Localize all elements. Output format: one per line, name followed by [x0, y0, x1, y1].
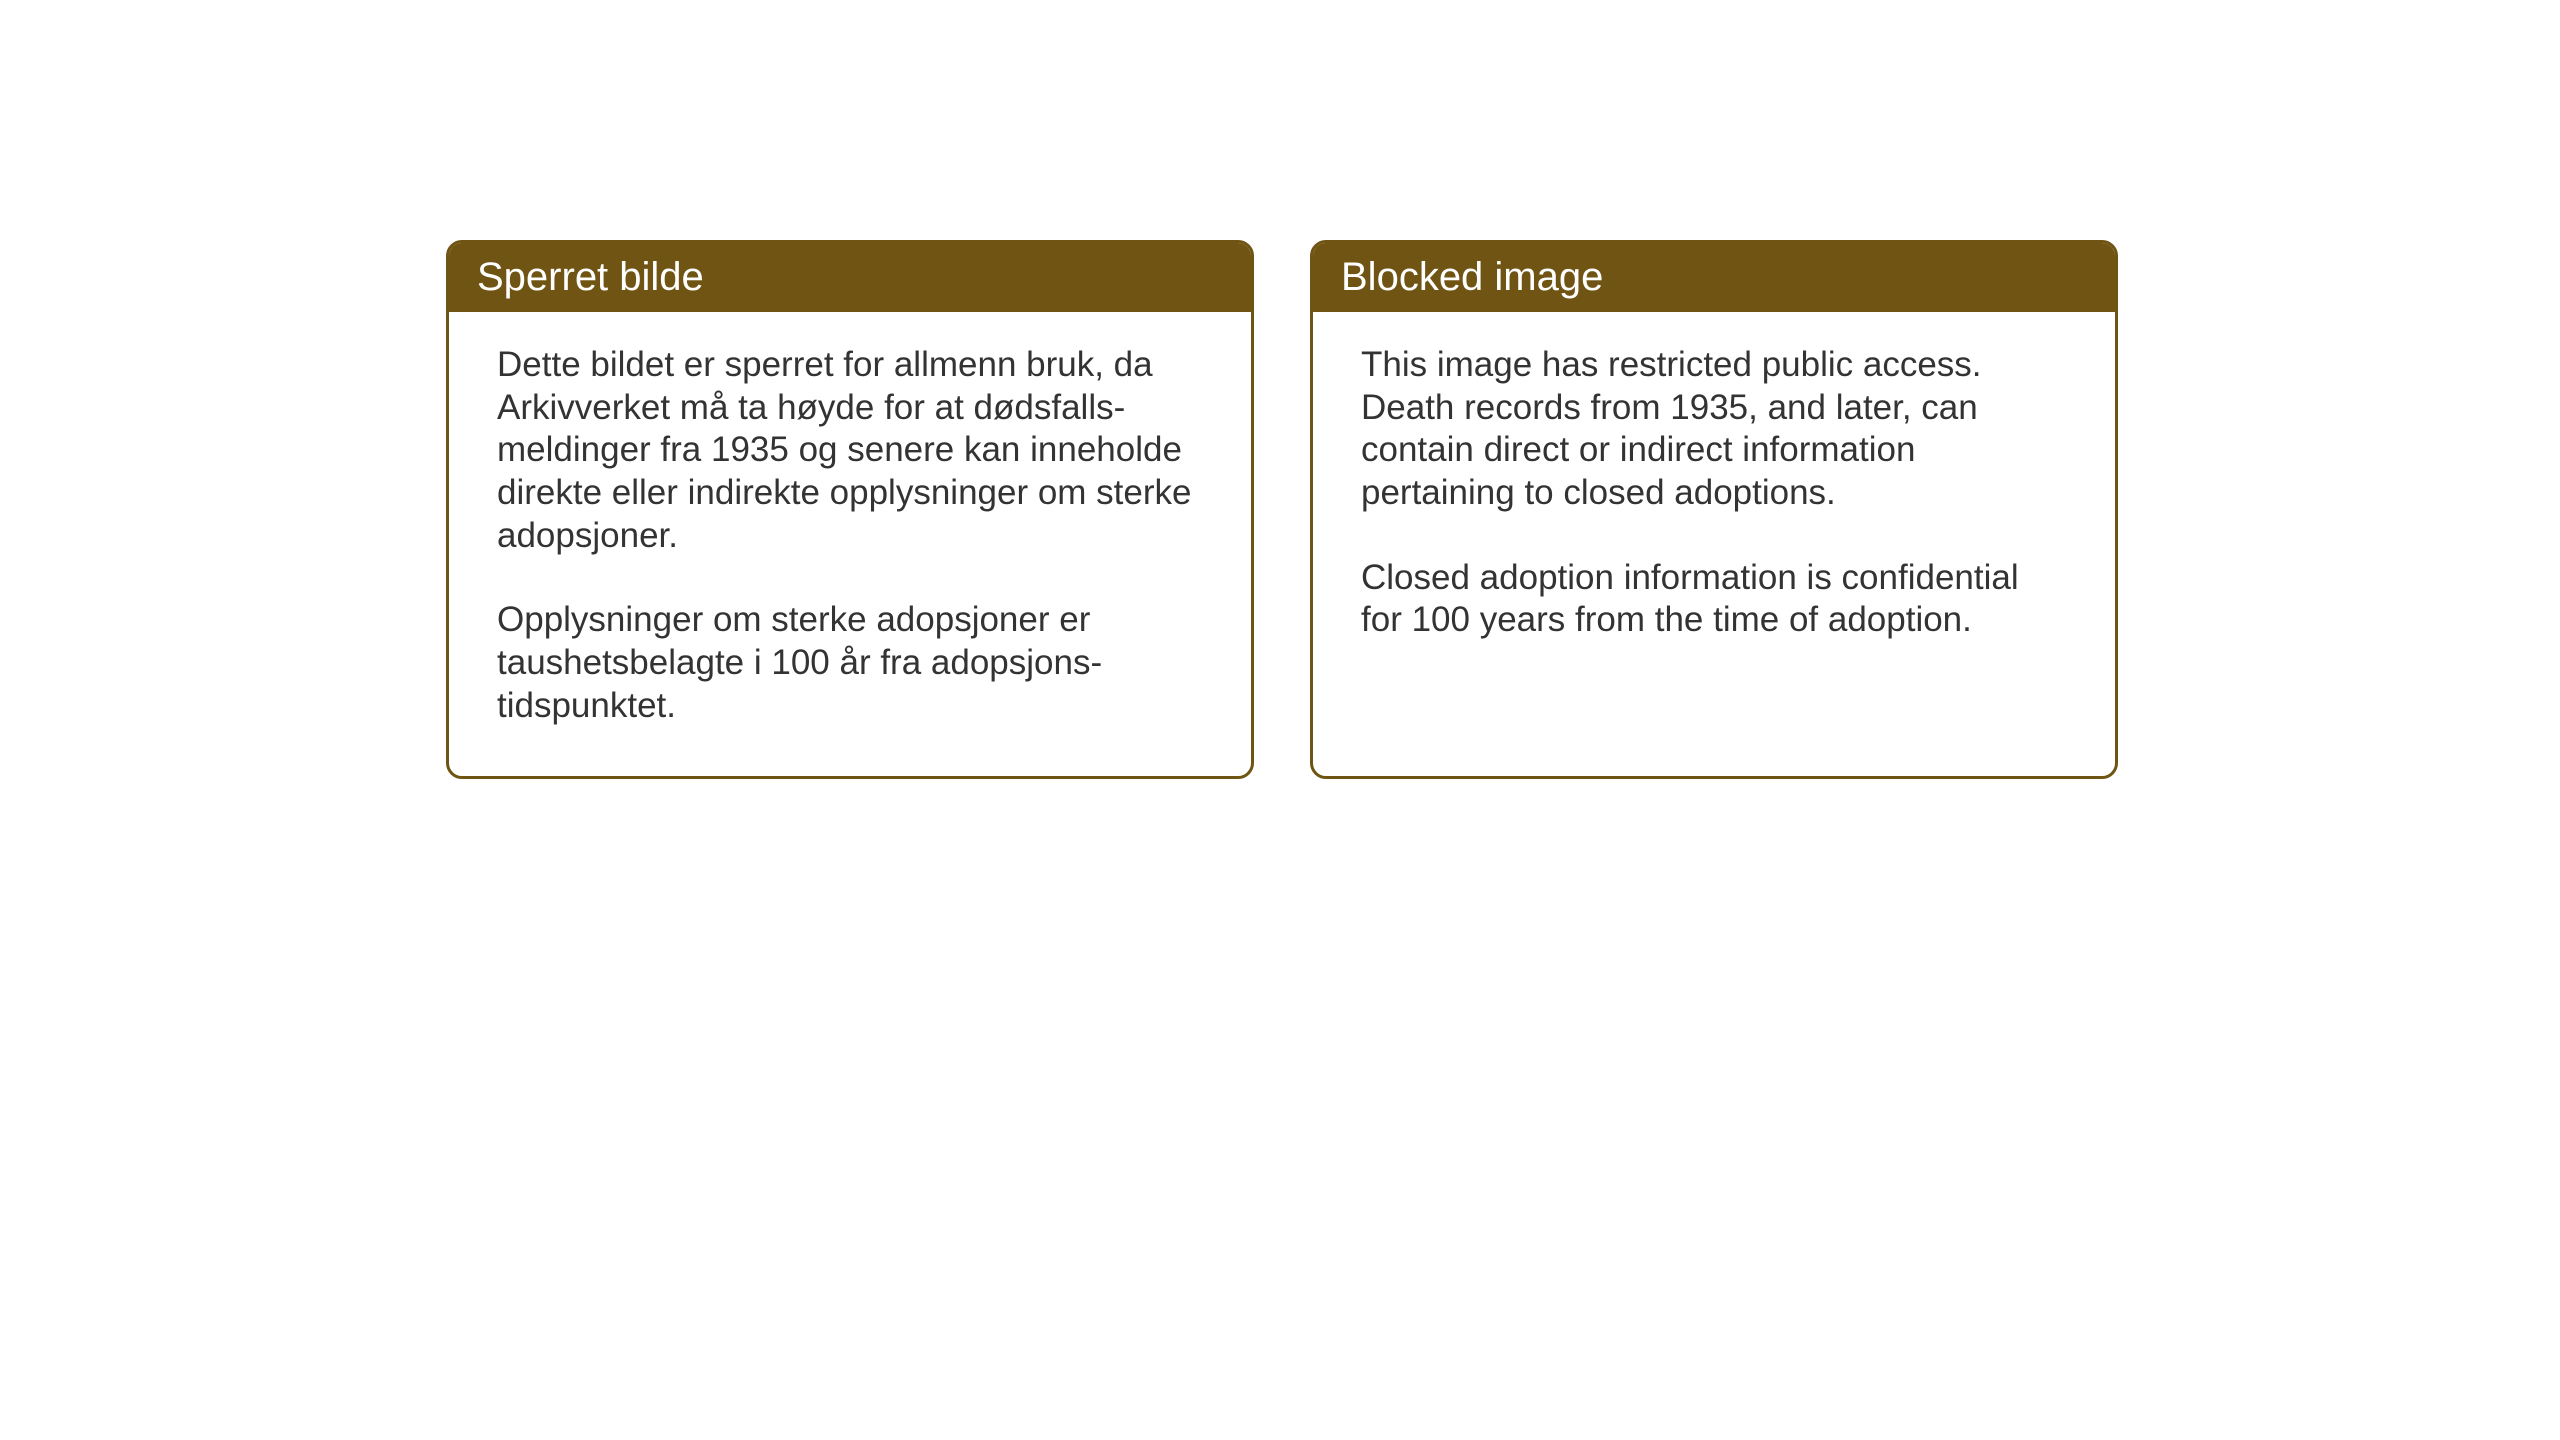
english-card-header: Blocked image — [1313, 243, 2115, 312]
norwegian-paragraph-1: Dette bildet er sperret for allmenn bruk… — [497, 344, 1203, 557]
english-paragraph-2: Closed adoption information is confident… — [1361, 557, 2067, 642]
norwegian-card-header: Sperret bilde — [449, 243, 1251, 312]
english-card-body: This image has restricted public access.… — [1313, 312, 2115, 690]
english-card: Blocked image This image has restricted … — [1310, 240, 2118, 779]
cards-container: Sperret bilde Dette bildet er sperret fo… — [446, 240, 2118, 779]
norwegian-card: Sperret bilde Dette bildet er sperret fo… — [446, 240, 1254, 779]
english-paragraph-1: This image has restricted public access.… — [1361, 344, 2067, 515]
norwegian-card-body: Dette bildet er sperret for allmenn bruk… — [449, 312, 1251, 776]
norwegian-paragraph-2: Opplysninger om sterke adopsjoner er tau… — [497, 599, 1203, 727]
norwegian-card-title: Sperret bilde — [477, 255, 704, 299]
english-card-title: Blocked image — [1341, 255, 1603, 299]
